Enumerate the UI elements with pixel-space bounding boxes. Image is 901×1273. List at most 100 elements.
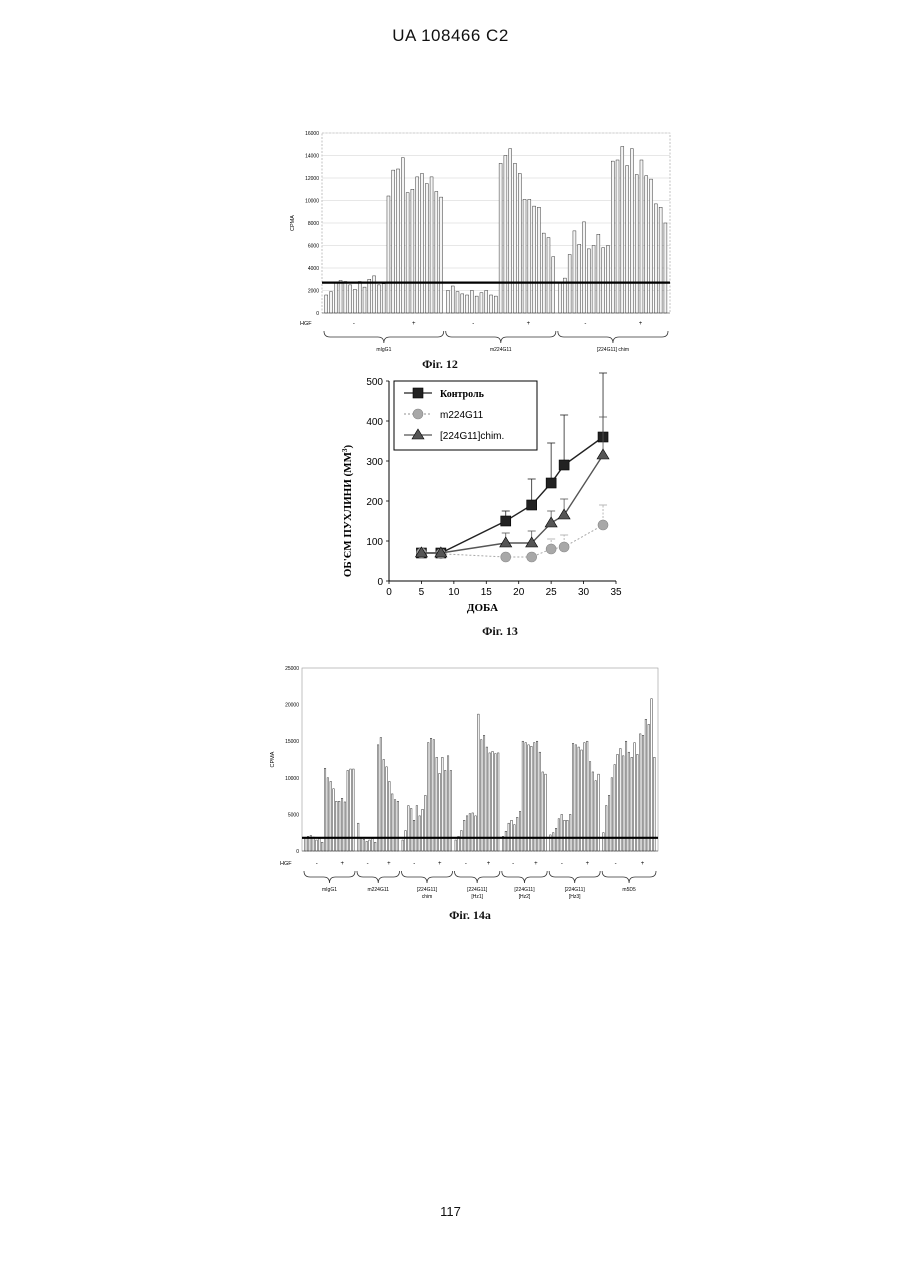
y-tick-label: 300 <box>366 457 383 468</box>
bar <box>480 293 483 313</box>
bar <box>608 795 610 851</box>
bar <box>358 282 361 314</box>
bar <box>405 831 407 851</box>
hgf-minus-marker: - <box>561 861 563 867</box>
bar <box>313 837 315 851</box>
group-label: mIgG1 <box>322 887 337 893</box>
data-point <box>436 548 446 558</box>
bar <box>528 199 531 313</box>
bar <box>439 773 441 851</box>
bar <box>568 255 571 314</box>
bar <box>319 839 321 851</box>
bar <box>411 189 414 313</box>
bar <box>489 753 491 851</box>
bar <box>427 743 429 851</box>
bar <box>389 781 391 851</box>
bar <box>397 801 399 851</box>
group-brace <box>549 871 600 883</box>
bar <box>584 743 586 851</box>
bar <box>466 295 469 313</box>
bar <box>631 757 633 851</box>
bar <box>394 800 396 851</box>
bar <box>616 160 619 313</box>
bar <box>353 289 356 313</box>
bar <box>514 825 516 851</box>
bar <box>338 801 340 851</box>
y-tick-label: 20000 <box>285 703 299 709</box>
bar <box>422 809 424 851</box>
bar <box>559 283 562 313</box>
legend-label: m224G11 <box>440 410 484 421</box>
bar <box>587 249 590 313</box>
bar <box>347 770 349 851</box>
bar <box>611 161 614 313</box>
bar <box>573 231 576 313</box>
data-point <box>597 449 609 459</box>
hgf-plus-marker: + <box>641 861 645 867</box>
bar <box>486 747 488 851</box>
bar <box>654 204 657 313</box>
bar <box>630 149 633 313</box>
bar <box>325 295 328 313</box>
hgf-plus-marker: + <box>340 861 344 867</box>
bar <box>333 789 335 851</box>
bar <box>635 175 638 313</box>
bar <box>522 741 524 851</box>
bar <box>545 774 547 851</box>
bar <box>430 177 433 313</box>
bar <box>374 842 376 851</box>
y-tick-label: 4000 <box>308 266 319 272</box>
hgf-minus-marker: - <box>584 321 586 327</box>
bar <box>402 840 404 851</box>
figure-13-caption: Фіг. 13 <box>350 624 650 639</box>
bar <box>589 762 591 851</box>
bar <box>552 257 555 313</box>
bar <box>558 819 560 851</box>
bar <box>511 820 513 851</box>
group-brace <box>602 871 656 883</box>
legend-label: [224G11]chim. <box>440 431 504 442</box>
bar <box>413 820 415 851</box>
group-brace <box>502 871 547 883</box>
hgf-minus-marker: - <box>367 861 369 867</box>
bar <box>316 840 318 851</box>
y-tick-label: 25000 <box>285 666 299 672</box>
bar <box>366 841 368 851</box>
bar <box>425 795 427 851</box>
bar <box>483 735 485 851</box>
group-sublabel: [Hz1] <box>471 894 483 900</box>
bar <box>578 747 580 851</box>
bar <box>555 828 557 851</box>
hgf-minus-marker: - <box>413 861 415 867</box>
figure-12-caption: Фіг. 12 <box>290 357 590 372</box>
bar <box>528 745 530 851</box>
y-tick-label: 5000 <box>288 812 299 818</box>
bar <box>651 699 653 851</box>
figure-12-bar-chart: 0200040006000800010000120001400016000CPM… <box>0 0 901 380</box>
bar <box>450 770 452 851</box>
bar <box>504 156 507 314</box>
bar <box>648 724 650 851</box>
bar <box>410 809 412 851</box>
bar <box>595 781 597 851</box>
bar <box>536 741 538 851</box>
data-point <box>526 537 538 547</box>
group-brace <box>324 331 444 343</box>
data-point <box>500 537 512 547</box>
data-point <box>527 500 537 510</box>
y-tick-label: 100 <box>366 537 383 548</box>
bar <box>495 754 497 851</box>
bar <box>425 184 428 313</box>
bar <box>645 176 648 313</box>
y-tick-label: 0 <box>316 311 319 317</box>
bar <box>442 757 444 851</box>
y-tick-label: 0 <box>296 849 299 855</box>
bar <box>606 246 609 314</box>
x-tick-label: 5 <box>419 587 425 598</box>
bar <box>597 234 600 313</box>
bar <box>444 770 446 851</box>
data-point <box>559 460 569 470</box>
bar <box>533 206 536 313</box>
bar <box>519 811 521 851</box>
legend-marker <box>413 409 423 419</box>
